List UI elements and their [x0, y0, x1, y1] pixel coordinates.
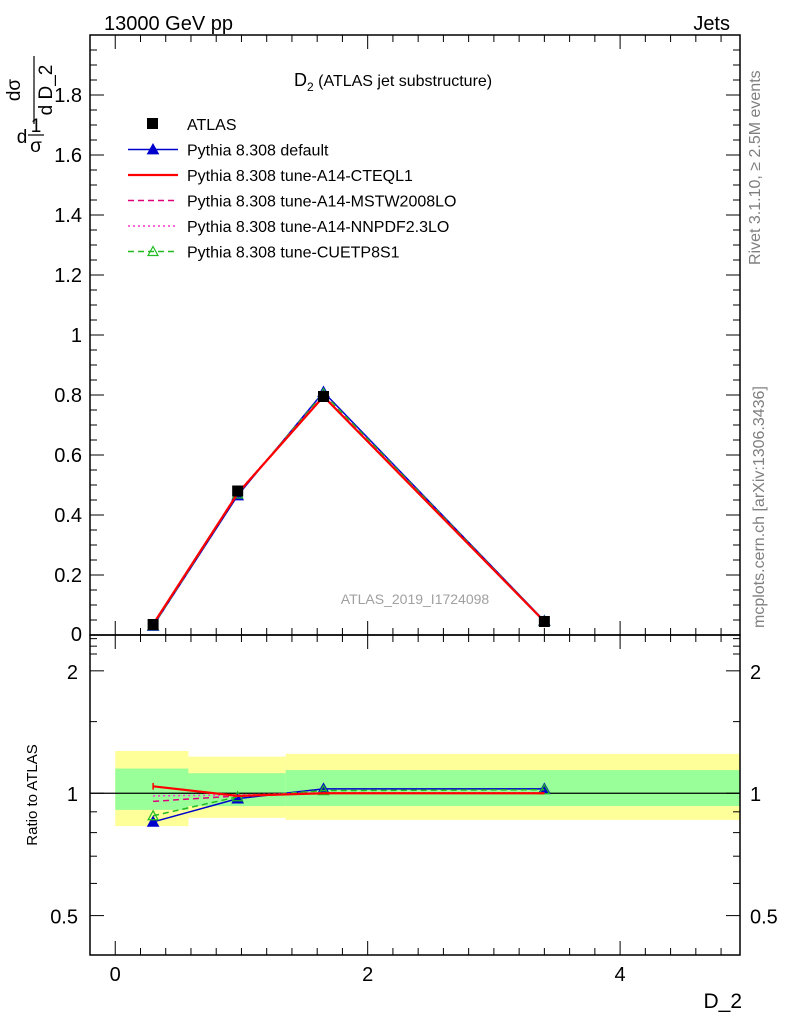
header-energy-label: 13000 GeV pp — [104, 13, 233, 35]
legend-label-2: Pythia 8.308 tune-A14-MSTW2008LO — [187, 194, 456, 211]
legend-label-4: Pythia 8.308 tune-CUETP8S1 — [187, 245, 400, 262]
legend-marker-0 — [146, 142, 160, 155]
data-point-1 — [232, 485, 244, 497]
y-tick-label-zero: 0 — [71, 624, 82, 646]
ratio-axes-layer: 0.5 0.5 1 1 2 2 0 2 4 — [50, 635, 778, 986]
ratio-band-green-2 — [285, 770, 740, 807]
y-tick-label: 1 — [71, 325, 82, 347]
ratio-marker-0-0 — [146, 815, 160, 827]
ratio-y-axis-label: Ratio to ATLAS — [24, 744, 41, 845]
ratio-plot-frame — [89, 634, 741, 956]
ratio-marker-4-2 — [317, 784, 330, 796]
header-jets-label: Jets — [693, 13, 730, 35]
analysis-watermark: ATLAS_2019_I1724098 — [341, 591, 490, 607]
y-tick-label: 1.2 — [54, 265, 82, 287]
title-main: D — [294, 70, 307, 90]
ratio-y-tick-label: 1 — [67, 784, 78, 806]
ylabel-d: d — [17, 127, 28, 148]
main-axes-layer: 0.2 0.4 0.6 0.8 1 1.2 1.4 1.6 1.8 0 — [54, 35, 740, 646]
ratio-y-tick-label-right: 1 — [750, 784, 761, 806]
ratio-y-tick-label-right: 0.5 — [750, 907, 778, 929]
main-y-axis-label: 1 σ d d D_2 dσ — [4, 56, 57, 157]
legend-marker-data — [147, 118, 158, 129]
ylabel-den2: d D_2 — [36, 65, 57, 116]
ratio-y-tick-label: 2 — [67, 662, 78, 684]
legend-label-1: Pythia 8.308 tune-A14-CTEQL1 — [187, 168, 413, 185]
ratio-series-layer — [146, 782, 551, 827]
series-line-1 — [152, 394, 546, 625]
ratio-marker-4-0 — [147, 809, 160, 821]
ylabel-den1: σ — [30, 136, 42, 157]
ratio-y-tick-label: 0.5 — [50, 907, 78, 929]
y-tick-label: 1.4 — [54, 205, 82, 227]
ylabel-num1: 1 — [31, 116, 42, 137]
x-tick-label: 2 — [362, 964, 373, 986]
y-tick-label: 0.6 — [54, 445, 82, 467]
title-subscript: 2 — [307, 80, 314, 94]
y-tick-label: 1.6 — [54, 145, 82, 167]
legend-label-0: Pythia 8.308 default — [187, 143, 329, 160]
title-rest: (ATLAS jet substructure) — [314, 73, 492, 90]
data-point-2 — [317, 391, 329, 402]
y-tick-label: 1.8 — [54, 85, 82, 107]
legend-marker-4 — [146, 245, 160, 257]
y-tick-label: 0.4 — [54, 505, 82, 527]
x-axis-label: D_2 — [703, 990, 742, 1013]
legend-label-3: Pythia 8.308 tune-A14-NNPDF2.3LO — [187, 219, 449, 236]
ylabel-num2: dσ — [4, 79, 25, 102]
data-point-3 — [538, 616, 550, 627]
main-data-layer — [147, 391, 550, 630]
data-point-0 — [147, 619, 159, 630]
legend: ATLAS Pythia 8.308 default Pythia 8.308 tu… — [128, 117, 456, 262]
ratio-line-1 — [152, 785, 545, 797]
x-tick-label: 4 — [615, 964, 626, 986]
legend-label-data: ATLAS — [187, 117, 237, 134]
mcplots-label: mcplots.cern.ch [arXiv:1306.3436] — [751, 386, 768, 628]
chart-title: D2 (ATLAS jet substructure) — [294, 70, 492, 94]
ratio-line-4 — [152, 788, 545, 817]
y-tick-label: 0.2 — [54, 565, 82, 587]
ratio-y-tick-label-right: 2 — [750, 662, 761, 684]
y-tick-label: 0.8 — [54, 385, 82, 407]
rivet-version-label: Rivet 3.1.10, ≥ 2.5M events — [747, 70, 764, 265]
x-tick-label: 0 — [110, 964, 121, 986]
